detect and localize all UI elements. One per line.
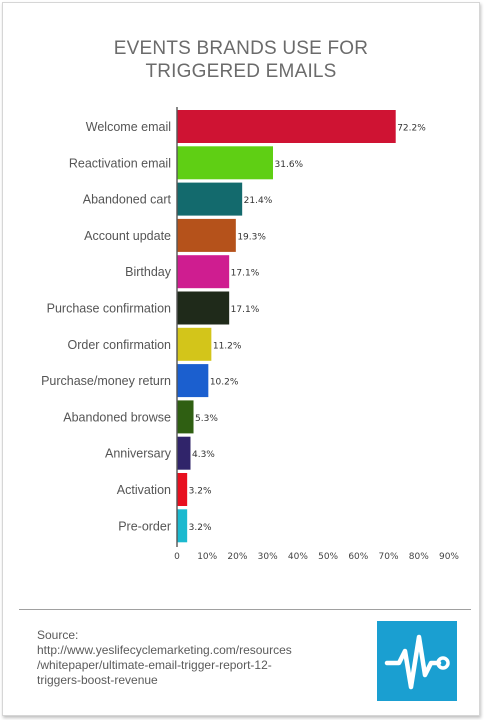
- value-label: 72.2%: [397, 124, 426, 134]
- value-label: 21.4%: [244, 196, 273, 206]
- divider-line: [19, 609, 471, 610]
- category-label: Birthday: [125, 265, 172, 279]
- bar: [177, 436, 191, 470]
- bar: [177, 327, 212, 361]
- x-tick-label: 10%: [197, 552, 217, 562]
- bar: [177, 509, 188, 543]
- category-label: Reactivation email: [69, 156, 171, 170]
- category-label: Account update: [84, 229, 171, 243]
- value-label: 19.3%: [237, 232, 266, 242]
- source-label: Source:: [37, 628, 79, 642]
- category-label: Order confirmation: [67, 338, 171, 352]
- chart-title: EVENTS BRANDS USE FOR TRIGGERED EMAILS: [3, 37, 479, 83]
- bar: [177, 400, 194, 434]
- x-tick-label: 20%: [227, 552, 247, 562]
- source-url-line-1: http://www.yeslifecyclemarketing.com/res…: [37, 643, 292, 657]
- value-label: 11.2%: [213, 341, 242, 351]
- x-tick-label: 90%: [439, 552, 459, 562]
- x-tick-label: 70%: [379, 552, 399, 562]
- category-label: Abandoned cart: [83, 193, 172, 207]
- value-label: 3.2%: [189, 487, 212, 497]
- category-label: Abandoned browse: [63, 410, 171, 424]
- value-label: 31.6%: [275, 160, 304, 170]
- x-tick-label: 80%: [409, 552, 429, 562]
- bar: [177, 146, 274, 180]
- x-tick-label: 30%: [258, 552, 278, 562]
- x-tick-label: 60%: [348, 552, 368, 562]
- bar: [177, 473, 188, 506]
- chart-title-line-1: EVENTS BRANDS USE FOR: [113, 38, 369, 59]
- source-url-line-2: /whitepaper/ultimate-email-trigger-repor…: [37, 658, 272, 672]
- x-tick-label: 50%: [318, 552, 338, 562]
- value-label: 10.2%: [210, 378, 239, 388]
- category-label: Activation: [117, 483, 171, 497]
- x-tick-label: 0: [174, 552, 180, 562]
- bar: [177, 110, 396, 143]
- value-label: 4.3%: [192, 450, 215, 460]
- category-label: Purchase confirmation: [47, 302, 171, 316]
- bar: [177, 182, 243, 216]
- chart-title-line-2: TRIGGERED EMAILS: [145, 61, 337, 82]
- value-label: 5.3%: [195, 414, 218, 424]
- x-tick-label: 40%: [288, 552, 308, 562]
- source-url-line-3: triggers-boost-revenue: [37, 673, 158, 687]
- value-label: 17.1%: [231, 269, 260, 279]
- bar: [177, 364, 209, 398]
- infographic-card: EVENTS BRANDS USE FOR TRIGGERED EMAILS W…: [2, 2, 480, 716]
- category-label: Purchase/money return: [41, 374, 171, 388]
- pulse-line-icon: [377, 621, 457, 701]
- category-label: Anniversary: [105, 447, 172, 461]
- bar-chart: Welcome email 72.2% Reactivation email 31.6…: [41, 107, 459, 562]
- source-citation: Source: http://www.yeslifecyclemarketing…: [37, 628, 357, 688]
- bar: [177, 291, 230, 325]
- value-label: 3.2%: [189, 523, 212, 533]
- bar: [177, 218, 236, 252]
- value-label: 17.1%: [231, 305, 260, 315]
- category-label: Pre-order: [118, 519, 171, 533]
- bar: [177, 255, 230, 289]
- category-label: Welcome email: [86, 120, 171, 134]
